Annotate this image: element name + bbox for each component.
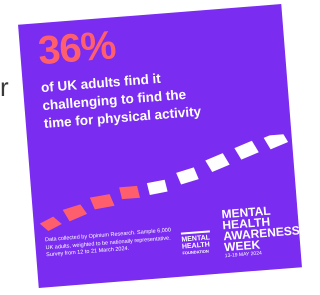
foundation-logo: MENTAL HEALTH FOUNDATION xyxy=(181,230,211,256)
stat: 36% xyxy=(36,23,116,74)
coral-chevrons xyxy=(37,186,142,232)
logo-word: FOUNDATION xyxy=(182,248,211,256)
headline: of UK adults find it challenging to find… xyxy=(40,67,201,133)
page: r 36% of UK adults find it challenging t… xyxy=(0,0,308,295)
card: 36% of UK adults find it challenging to … xyxy=(18,4,302,288)
footnote: Data collected by Opinium Research. Samp… xyxy=(45,227,176,260)
background-text: r xyxy=(0,72,9,103)
white-chevrons xyxy=(144,134,292,195)
campaign-logo: MENTAL HEALTH AWARENESS WEEK 13-19 MAY 2… xyxy=(221,203,301,260)
